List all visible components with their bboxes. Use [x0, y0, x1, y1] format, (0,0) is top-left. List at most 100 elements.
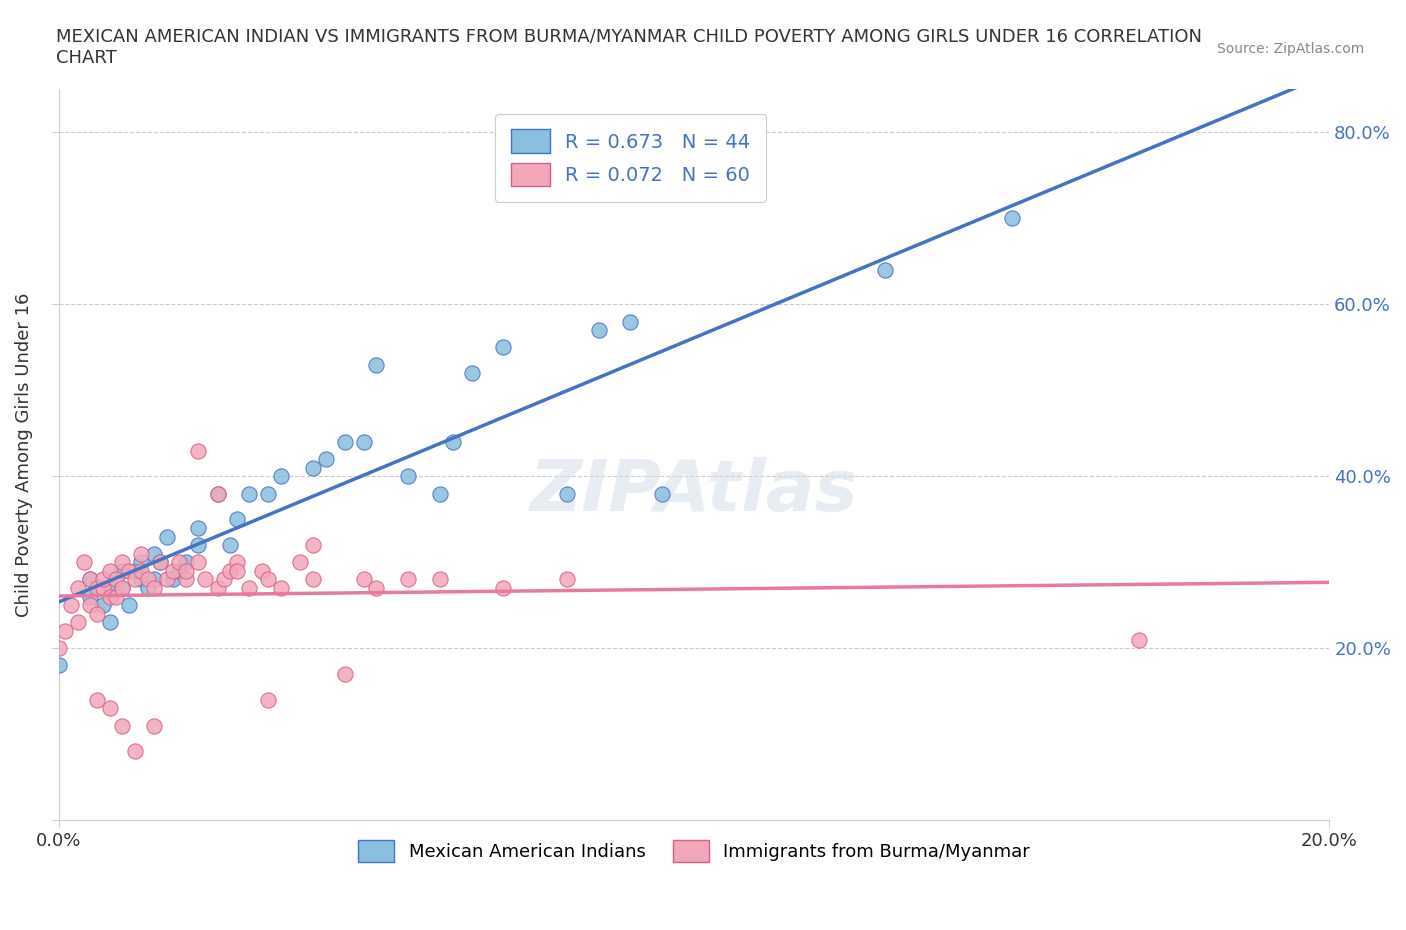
Point: [98, 580, 121, 595]
Point: [129, 546, 152, 561]
Point: [555, 572, 578, 587]
Point: [169, 555, 191, 570]
Point: [333, 667, 356, 682]
Point: [212, 572, 235, 587]
Point: [238, 580, 260, 595]
Point: [301, 572, 323, 587]
Point: [257, 693, 280, 708]
Point: [187, 443, 209, 458]
Legend: Mexican American Indians, Immigrants from Burma/Myanmar: Mexican American Indians, Immigrants fro…: [352, 833, 1038, 870]
Point: [333, 434, 356, 449]
Point: [79, 590, 101, 604]
Point: [91, 572, 114, 587]
Point: [353, 572, 375, 587]
Point: [187, 555, 209, 570]
Point: [86, 693, 108, 708]
Point: [207, 486, 229, 501]
Point: [366, 357, 388, 372]
Point: [111, 580, 134, 595]
Point: [257, 486, 280, 501]
Point: [225, 512, 247, 526]
Point: [156, 529, 179, 544]
Point: [124, 564, 146, 578]
Point: [53, 624, 76, 639]
Point: [396, 572, 419, 587]
Point: [156, 572, 179, 587]
Point: [124, 744, 146, 759]
Point: [98, 564, 121, 578]
Point: [129, 564, 152, 578]
Text: Source: ZipAtlas.com: Source: ZipAtlas.com: [1216, 42, 1364, 56]
Point: [257, 572, 280, 587]
Point: [225, 564, 247, 578]
Point: [619, 314, 641, 329]
Point: [396, 469, 419, 484]
Point: [104, 590, 127, 604]
Point: [169, 564, 191, 578]
Point: [117, 598, 139, 613]
Point: [270, 580, 292, 595]
Point: [79, 572, 101, 587]
Point: [149, 555, 172, 570]
Text: ZIPAtlas: ZIPAtlas: [530, 457, 858, 525]
Point: [143, 718, 166, 733]
Point: [111, 564, 134, 578]
Point: [66, 580, 89, 595]
Point: [270, 469, 292, 484]
Point: [48, 658, 70, 673]
Point: [1001, 211, 1024, 226]
Point: [429, 572, 451, 587]
Point: [460, 365, 482, 380]
Point: [301, 538, 323, 552]
Point: [104, 572, 127, 587]
Point: [111, 580, 134, 595]
Y-axis label: Child Poverty Among Girls Under 16: Child Poverty Among Girls Under 16: [15, 293, 32, 617]
Point: [162, 572, 184, 587]
Point: [48, 641, 70, 656]
Point: [111, 718, 134, 733]
Point: [86, 606, 108, 621]
Text: MEXICAN AMERICAN INDIAN VS IMMIGRANTS FROM BURMA/MYANMAR CHILD POVERTY AMONG GIR: MEXICAN AMERICAN INDIAN VS IMMIGRANTS FR…: [56, 28, 1202, 67]
Point: [143, 580, 166, 595]
Point: [315, 452, 337, 467]
Point: [441, 434, 464, 449]
Point: [111, 555, 134, 570]
Point: [91, 580, 114, 595]
Point: [143, 572, 166, 587]
Point: [207, 486, 229, 501]
Point: [73, 555, 96, 570]
Point: [174, 572, 197, 587]
Point: [86, 580, 108, 595]
Point: [873, 262, 896, 277]
Point: [98, 590, 121, 604]
Point: [588, 323, 610, 338]
Point: [219, 564, 242, 578]
Point: [207, 580, 229, 595]
Point: [117, 564, 139, 578]
Point: [129, 555, 152, 570]
Point: [225, 555, 247, 570]
Point: [651, 486, 673, 501]
Point: [174, 564, 197, 578]
Point: [238, 486, 260, 501]
Point: [124, 572, 146, 587]
Point: [301, 460, 323, 475]
Point: [136, 572, 159, 587]
Point: [174, 555, 197, 570]
Point: [149, 555, 172, 570]
Point: [492, 580, 515, 595]
Point: [91, 598, 114, 613]
Point: [250, 564, 273, 578]
Point: [429, 486, 451, 501]
Point: [60, 598, 83, 613]
Point: [162, 564, 184, 578]
Point: [194, 572, 217, 587]
Point: [366, 580, 388, 595]
Point: [98, 615, 121, 630]
Point: [143, 546, 166, 561]
Point: [492, 339, 515, 354]
Point: [187, 521, 209, 536]
Point: [79, 598, 101, 613]
Point: [353, 434, 375, 449]
Point: [1128, 632, 1150, 647]
